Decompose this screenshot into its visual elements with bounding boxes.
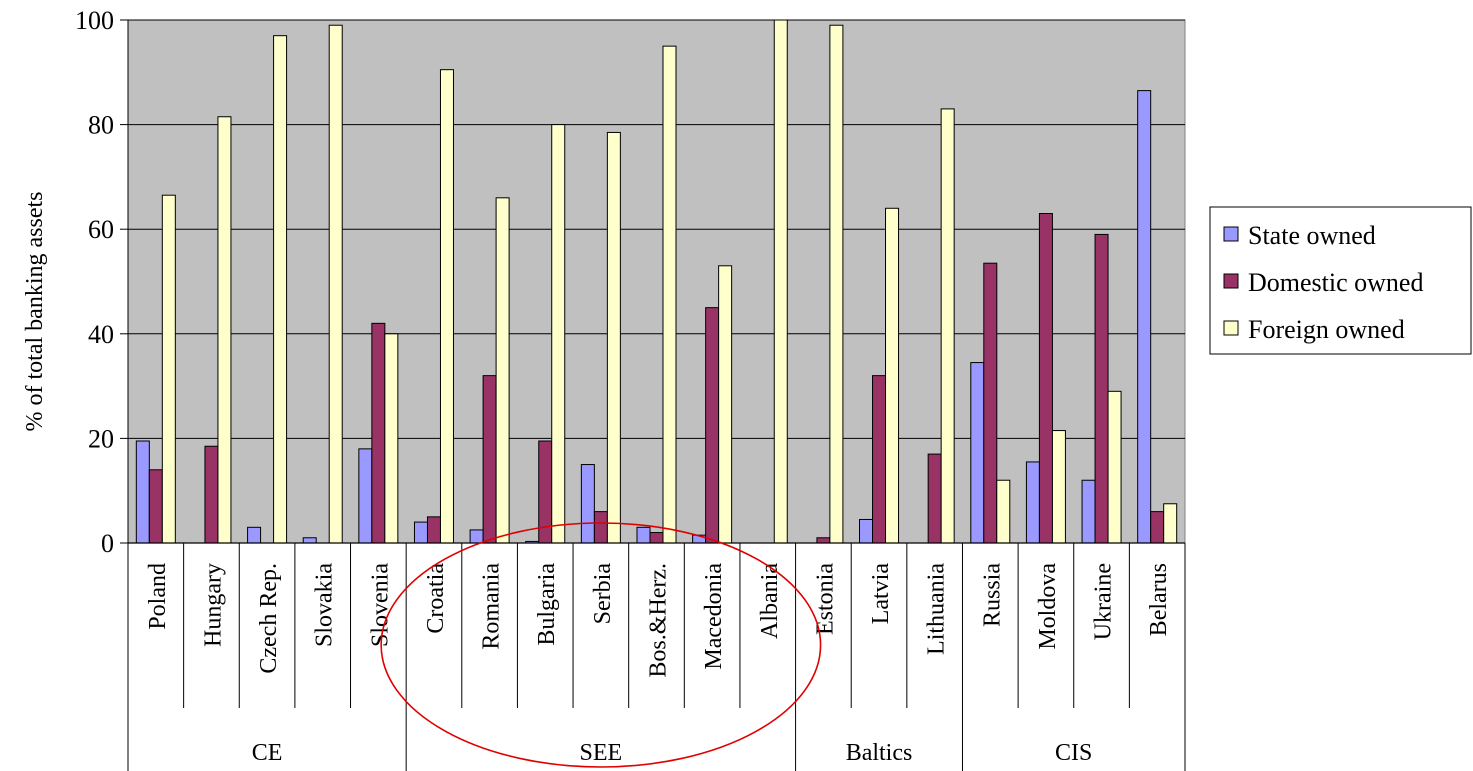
group-label: CIS: [1055, 740, 1092, 766]
legend-label: Domestic owned: [1248, 268, 1423, 297]
legend-box: [1209, 206, 1472, 355]
bar-domestic-owned: [482, 375, 497, 544]
bar-domestic-owned: [148, 469, 163, 544]
bar-foreign-owned: [384, 333, 399, 544]
category-label: Slovenia: [367, 563, 393, 647]
bar-foreign-owned: [996, 479, 1011, 544]
y-tick-label: 60: [88, 215, 114, 244]
bar-domestic-owned: [1094, 233, 1109, 544]
y-tick-label: 0: [101, 529, 114, 558]
bar-foreign-owned: [495, 197, 510, 544]
bar-foreign-owned: [551, 124, 566, 544]
bar-state-owned: [970, 362, 985, 544]
bar-state-owned: [859, 518, 874, 544]
legend: State owned Domestic owned Foreign owned: [1209, 206, 1472, 355]
bar-foreign-owned: [1107, 390, 1122, 544]
bar-foreign-owned: [606, 131, 621, 544]
bar-domestic-owned: [1038, 213, 1053, 544]
category-label: Bulgaria: [534, 563, 560, 646]
category-label: Romania: [479, 563, 505, 650]
bar-domestic-owned: [983, 262, 998, 544]
category-label: Latvia: [868, 563, 894, 625]
category-label: Bos.&Herz.: [646, 563, 672, 678]
bar-state-owned: [469, 529, 484, 544]
bar-domestic-owned: [1150, 511, 1165, 544]
annotation-circle: [380, 522, 822, 768]
bar-domestic-owned: [204, 445, 219, 544]
bar-foreign-owned: [161, 194, 176, 544]
group-label: SEE: [580, 740, 623, 766]
legend-label: Foreign owned: [1248, 315, 1405, 344]
bar-state-owned: [302, 537, 317, 544]
bar-domestic-owned: [371, 322, 386, 544]
bar-foreign-owned: [1163, 503, 1178, 544]
category-label: Slovakia: [312, 563, 338, 647]
category-label: Macedonia: [701, 563, 727, 670]
bar-state-owned: [636, 526, 651, 544]
category-label: Croatia: [423, 563, 449, 634]
bar-domestic-owned: [593, 511, 608, 544]
category-label: Hungary: [200, 563, 226, 647]
bars: [135, 19, 1178, 544]
plot-area: [127, 19, 1186, 544]
y-axis-tick-labels: 0 20 40 60 80 100: [75, 6, 128, 558]
bar-state-owned: [1137, 90, 1152, 544]
legend-swatch: [1223, 273, 1239, 289]
category-label: Serbia: [590, 563, 616, 625]
bar-domestic-owned: [705, 307, 720, 544]
bar-state-owned: [358, 448, 373, 544]
bar-foreign-owned: [328, 24, 343, 544]
bar-foreign-owned: [829, 24, 844, 544]
category-label: Poland: [145, 563, 171, 630]
bar-domestic-owned: [816, 537, 831, 544]
y-tick-label: 40: [88, 320, 114, 349]
bar-state-owned: [1025, 461, 1040, 544]
bar-domestic-owned: [927, 453, 942, 544]
bar-state-owned: [135, 440, 150, 544]
category-label: Albania: [757, 563, 783, 639]
bar-state-owned: [247, 526, 262, 544]
bar-foreign-owned: [217, 116, 232, 544]
category-label: Moldova: [1035, 563, 1061, 650]
bar-foreign-owned: [439, 69, 454, 544]
y-tick-label: 80: [88, 111, 114, 140]
group-labels: CE SEE Baltics CIS: [252, 740, 1093, 766]
bar-foreign-owned: [662, 45, 677, 544]
category-label: Belarus: [1146, 563, 1172, 636]
category-label: Lithuania: [924, 563, 950, 655]
legend-label: State owned: [1248, 221, 1376, 250]
group-label: Baltics: [846, 740, 913, 766]
bar-domestic-owned: [872, 375, 887, 544]
bar-foreign-owned: [1051, 430, 1066, 544]
bar-foreign-owned: [940, 108, 955, 544]
bar-state-owned: [580, 464, 595, 544]
legend-swatch: [1223, 226, 1239, 242]
bar-state-owned: [1081, 479, 1096, 544]
y-tick-label: 20: [88, 424, 114, 453]
bar-foreign-owned: [885, 207, 900, 544]
group-label: CE: [252, 740, 283, 766]
bar-foreign-owned: [273, 35, 288, 544]
y-tick-label: 100: [75, 6, 114, 35]
axes: [127, 20, 1186, 771]
bar-domestic-owned: [426, 516, 441, 544]
category-label: Estonia: [812, 563, 838, 635]
bar-domestic-owned: [649, 532, 664, 544]
legend-swatch: [1223, 320, 1239, 336]
category-label: Czech Rep.: [256, 563, 282, 674]
bar-foreign-owned: [718, 265, 733, 544]
bar-foreign-owned: [773, 19, 788, 544]
category-label: Russia: [979, 563, 1005, 627]
category-labels: Poland Hungary Czech Rep. Slovakia Slovenia C…: [145, 563, 1172, 678]
category-label: Ukraine: [1091, 563, 1117, 640]
y-axis-title: % of total banking assets: [22, 192, 48, 432]
bar-state-owned: [413, 521, 428, 544]
